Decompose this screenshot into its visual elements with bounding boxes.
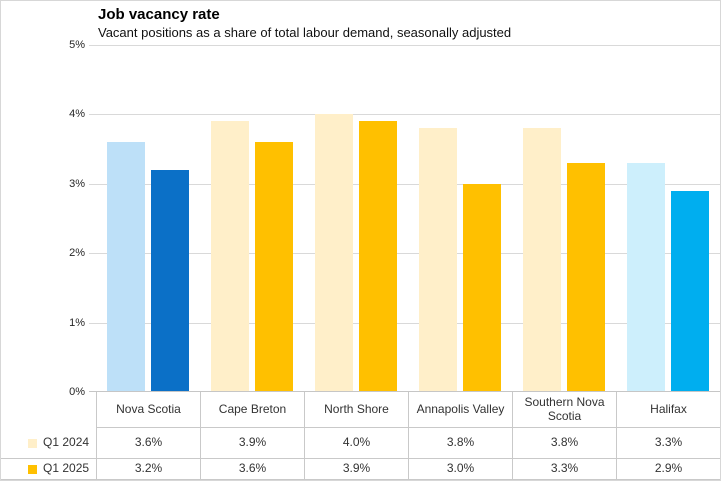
table-value-q1-2025-annapolis-valley: 3.0% (408, 459, 512, 480)
legend-item-q1-2025: Q1 2025 (1, 459, 96, 480)
bar-group-nova-scotia (96, 45, 200, 392)
table-value-q1-2024-halifax: 3.3% (616, 428, 720, 459)
bar-group-halifax (616, 45, 720, 392)
plot-area (89, 45, 720, 392)
gridline (89, 45, 720, 46)
table-value-q1-2024-north-shore: 4.0% (304, 428, 408, 459)
legend-item-q1-2024: Q1 2024 (1, 428, 96, 459)
y-tick-label-4-: 4% (69, 108, 85, 121)
y-tick-label-0-: 0% (69, 386, 85, 398)
bar-q1-2024-halifax (627, 162, 665, 392)
bar-q1-2025-nova-scotia (151, 169, 189, 392)
bar-q1-2025-annapolis-valley (463, 183, 501, 392)
legend-swatch-q1-2024 (28, 438, 37, 448)
table-value-q1-2025-halifax: 2.9% (616, 459, 720, 480)
bar-q1-2024-north-shore (315, 114, 353, 392)
table-value-q1-2025-southern-nova-scotia: 3.3% (512, 459, 616, 480)
bar-q1-2024-cape-breton (211, 121, 249, 392)
table-corner-cell (1, 392, 96, 428)
table-header-north-shore: North Shore (304, 392, 408, 428)
table-value-q1-2024-cape-breton: 3.9% (200, 428, 304, 459)
bar-q1-2024-nova-scotia (107, 142, 145, 392)
bar-q1-2025-cape-breton (255, 142, 293, 392)
gridline (89, 253, 720, 255)
data-table: Nova Scotia Cape Breton North Shore Annapol… (1, 392, 720, 480)
table-header-halifax: Halifax (616, 392, 720, 428)
table-value-q1-2024-nova-scotia: 3.6% (96, 428, 200, 459)
y-tick-label-1-: 1% (69, 316, 85, 329)
table-header-nova-scotia: Nova Scotia (96, 392, 200, 428)
bar-q1-2025-halifax (671, 190, 709, 392)
legend-swatch-q1-2025 (28, 464, 37, 474)
bar-group-southern-nova-scotia (512, 45, 616, 392)
table-value-q1-2025-north-shore: 3.9% (304, 459, 408, 480)
gridline (89, 114, 720, 116)
bar-q1-2025-southern-nova-scotia (567, 162, 605, 392)
bar-group-annapolis-valley (408, 45, 512, 392)
chart-header: Job vacancy rate Vacant positions as a s… (98, 6, 511, 42)
y-tick-label-5-: 5% (69, 39, 85, 51)
table-value-q1-2024-annapolis-valley: 3.8% (408, 428, 512, 459)
y-tick-label-3-: 3% (69, 177, 85, 190)
table-value-q1-2024-southern-nova-scotia: 3.8% (512, 428, 616, 459)
table-value-q1-2025-cape-breton: 3.6% (200, 459, 304, 480)
bar-chart: 0% 1% 2% 3% 4% 5% (1, 39, 720, 398)
chart-title: Job vacancy rate (98, 6, 220, 23)
y-tick-label-2-: 2% (69, 247, 85, 260)
gridline (89, 183, 720, 185)
y-axis: 0% 1% 2% 3% 4% 5% (1, 39, 85, 398)
table-value-q1-2025-nova-scotia: 3.2% (96, 459, 200, 480)
bar-q1-2025-north-shore (359, 121, 397, 392)
legend-label-q1-2025: Q1 2025 (43, 461, 90, 476)
table-header-southern-nova-scotia: Southern Nova Scotia (512, 392, 616, 428)
table-header-cape-breton: Cape Breton (200, 392, 304, 428)
table-header-annapolis-valley: Annapolis Valley (408, 392, 512, 428)
bar-q1-2024-southern-nova-scotia (523, 128, 561, 392)
gridline (89, 322, 720, 324)
x-axis-line (89, 391, 720, 392)
bar-groups (96, 45, 720, 392)
legend-label-q1-2024: Q1 2024 (43, 435, 90, 450)
bar-group-north-shore (304, 45, 408, 392)
bar-group-cape-breton (200, 45, 304, 392)
bar-q1-2024-annapolis-valley (419, 128, 457, 392)
chart-subtitle: Vacant positions as a share of total lab… (98, 24, 512, 40)
